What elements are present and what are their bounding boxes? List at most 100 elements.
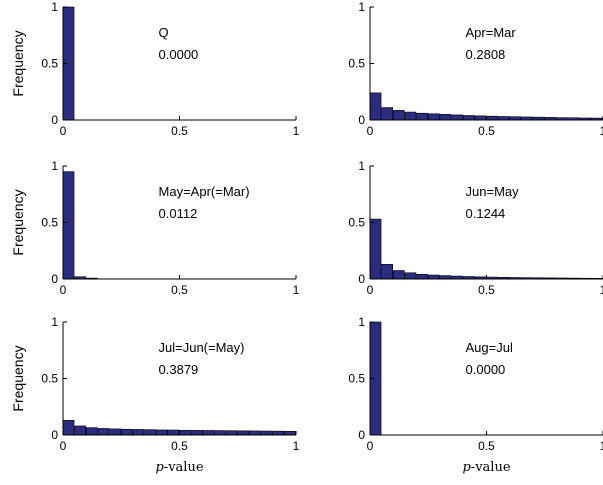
y-tick-label: 0 <box>51 428 58 442</box>
histogram-bar <box>427 113 440 121</box>
x-tick-label: 0.5 <box>478 439 495 453</box>
panel-4: 0 0.5 1 0 0.5 1 Jun=May 0.1244 <box>348 159 603 297</box>
panel-pvalue: 0.0000 <box>159 47 199 62</box>
x-axis-label-rest: -value <box>471 460 511 475</box>
panel-pvalue: 0.3879 <box>159 362 199 377</box>
x-tick-label: 1 <box>600 439 603 453</box>
y-tick-label: 0.5 <box>41 372 58 386</box>
y-tick-label: 0 <box>358 113 365 127</box>
histogram-bar <box>369 92 382 121</box>
histogram-bar <box>416 112 428 121</box>
histogram-bar <box>62 171 75 280</box>
x-axis-label: p-value <box>462 460 510 475</box>
y-axis-label: Frequency <box>10 30 26 96</box>
panel-label: May=Apr(=Mar) <box>159 184 250 199</box>
y-axis-label: Frequency <box>10 345 26 411</box>
y-tick-label: 0 <box>51 113 58 127</box>
histogram-bar <box>439 114 452 121</box>
y-tick-label: 1 <box>51 159 58 173</box>
x-tick-label: 0 <box>367 283 374 297</box>
y-tick-label: 0.5 <box>41 216 58 230</box>
histogram-bar <box>214 430 226 436</box>
x-tick-label: 0.5 <box>171 439 188 453</box>
histogram-bar <box>120 428 133 436</box>
y-tick-label: 1 <box>358 159 365 173</box>
histogram-bar <box>179 429 191 436</box>
histogram-bar <box>74 425 87 436</box>
x-tick-label: 0.5 <box>171 283 188 297</box>
histogram-bar <box>144 429 156 436</box>
y-tick-label: 1 <box>51 0 58 14</box>
panel-label: Aug=Jul <box>466 340 513 355</box>
histogram-bar <box>392 110 405 121</box>
y-tick-label: 0 <box>358 428 365 442</box>
x-tick-label: 0 <box>60 439 67 453</box>
panel-pvalue: 0.1244 <box>466 206 506 221</box>
x-tick-label: 0.5 <box>478 124 495 138</box>
histogram-bar <box>202 430 215 436</box>
histogram-bar <box>486 115 498 121</box>
x-tick-label: 1 <box>293 439 300 453</box>
x-tick-label: 0 <box>367 124 374 138</box>
panel-6: 0 0.5 1 0 0.5 1 Aug=Jul 0.0000 <box>348 315 603 453</box>
histogram-bar <box>97 428 110 436</box>
y-tick-label: 1 <box>51 315 58 329</box>
histogram-bar <box>416 273 428 280</box>
histogram-bar <box>86 427 98 436</box>
y-tick-label: 1 <box>358 0 365 14</box>
panel-1: 0 0.5 1 0 0.5 1 Q 0.0000 <box>41 0 299 138</box>
panel-pvalue: 0.0112 <box>159 206 198 221</box>
x-tick-label: 1 <box>293 124 300 138</box>
histogram-bar <box>225 430 238 436</box>
panel-pvalue: 0.2808 <box>466 47 506 62</box>
histogram-bar <box>260 430 273 436</box>
panel-label: Apr=Mar <box>466 25 517 40</box>
x-tick-label: 0 <box>60 283 67 297</box>
x-axis-label: p-value <box>155 460 203 475</box>
panel-label: Jun=May <box>466 184 520 199</box>
histogram-bar <box>451 114 463 121</box>
y-tick-label: 0.5 <box>348 57 365 71</box>
histogram-bar <box>284 430 296 436</box>
histogram-bar <box>167 429 180 436</box>
histogram-bar <box>404 111 417 121</box>
x-tick-label: 1 <box>600 283 603 297</box>
histogram-bar <box>109 428 121 436</box>
histogram-bar <box>381 264 393 280</box>
histogram-bar <box>427 274 440 280</box>
histogram-bar <box>132 429 145 436</box>
histogram-bar <box>237 430 250 436</box>
y-tick-label: 0.5 <box>348 372 365 386</box>
y-tick-label: 0.5 <box>41 57 58 71</box>
x-axis-label-italic: p <box>462 460 471 475</box>
histogram-bar <box>392 270 405 280</box>
x-tick-label: 1 <box>293 283 300 297</box>
panel-label: Jul=Jun(=May) <box>159 340 245 355</box>
histogram-bar <box>62 420 75 436</box>
histogram-bar <box>381 107 393 121</box>
panel-pvalue: 0.0000 <box>466 362 506 377</box>
y-axis-label: Frequency <box>10 189 26 255</box>
y-tick-label: 0 <box>51 272 58 286</box>
y-tick-label: 1 <box>358 315 365 329</box>
panel-label: Q <box>159 25 169 40</box>
histogram-bar <box>439 275 452 280</box>
panel-2: 0 0.5 1 0 0.5 1 Apr=Mar 0.2808 <box>348 0 603 138</box>
histogram-bar <box>404 272 417 280</box>
histogram-bar <box>462 115 475 121</box>
y-tick-label: 0 <box>358 272 365 286</box>
histogram-bar <box>369 218 382 280</box>
x-tick-label: 0.5 <box>478 283 495 297</box>
histogram-bar <box>155 429 168 436</box>
y-tick-label: 0.5 <box>348 216 365 230</box>
x-tick-label: 0 <box>60 124 67 138</box>
histogram-bar <box>497 116 510 121</box>
histogram-bar <box>190 430 203 436</box>
x-axis-label-rest: -value <box>164 460 204 475</box>
panel-5: 0 0.5 1 0 0.5 1 Jul=Jun(=May) 0.3879 <box>41 315 299 453</box>
x-tick-label: 0.5 <box>171 124 188 138</box>
x-axis-label-italic: p <box>155 460 164 475</box>
panel-3: 0 0.5 1 0 0.5 1 May=Apr(=Mar) 0.0112 <box>41 159 299 297</box>
histogram-bar <box>249 430 261 436</box>
